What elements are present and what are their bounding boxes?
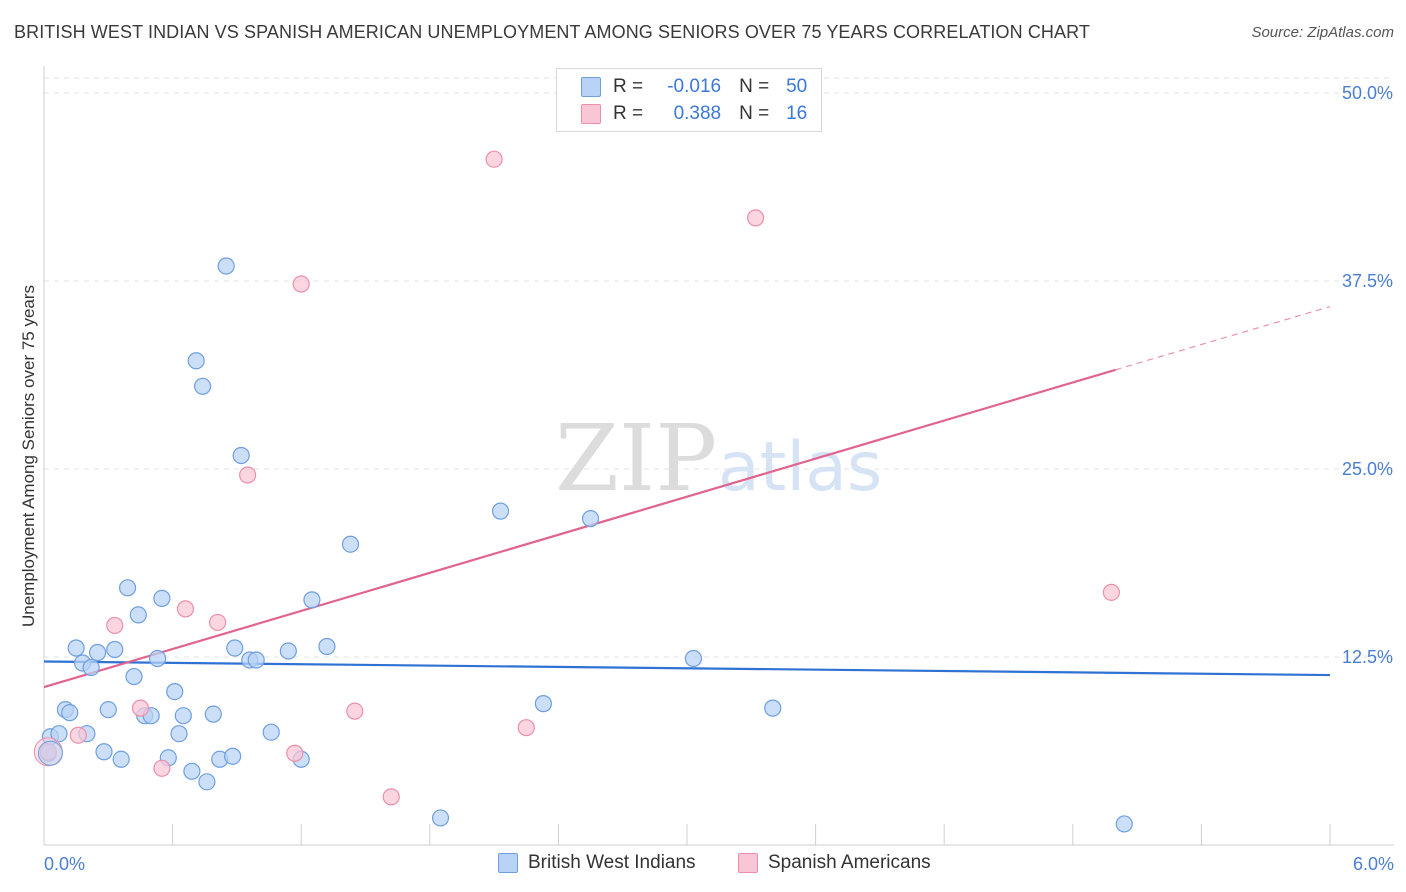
point-british-west-indians [153,589,171,607]
point-british-west-indians [581,510,600,528]
x-tick-label-max: 6.0% [1353,854,1394,874]
series-swatch-pink [738,853,758,873]
point-spanish-americans [209,613,227,632]
point-british-west-indians [95,743,113,761]
legend-r-value: 0.388 [673,103,722,124]
point-british-west-indians [204,705,222,723]
point-british-west-indians [166,682,184,701]
axes [43,66,1394,846]
point-spanish-americans [1102,583,1120,601]
point-british-west-indians [279,642,297,660]
point-british-west-indians [88,643,107,662]
point-british-west-indians [61,704,79,722]
stats-legend: R = -0.016 N = 50 R = 0.388 N = 16 [556,68,822,132]
point-spanish-americans [153,759,171,777]
point-british-west-indians [1115,815,1133,833]
point-british-west-indians [82,658,100,677]
legend-row-british-west-indians: R = -0.016 N = 50 [581,75,807,99]
y-tick-labels: 12.5% 25.0% 37.5% 50.0% [1342,83,1393,667]
point-british-west-indians [106,640,124,659]
point-british-west-indians [50,725,68,743]
point-british-west-indians [112,750,130,768]
point-british-west-indians [247,651,265,669]
point-spanish-americans [382,788,400,806]
point-british-west-indians [118,579,137,597]
watermark-zip: ZIP [555,405,717,512]
point-spanish-americans [131,699,150,717]
series-legend-british-west-indians: British West Indians [498,852,696,874]
point-british-west-indians [491,502,510,520]
legend-n-label: N = [739,76,770,97]
series-legend: British West Indians Spanish Americans [0,852,1406,878]
series-legend-label: Spanish Americans [768,852,931,873]
point-british-west-indians [684,649,703,668]
point-british-west-indians [318,637,336,656]
point-spanish-americans [286,744,304,762]
point-british-west-indians [232,446,250,465]
point-british-west-indians [67,639,85,657]
y-tick-label: 50.0% [1342,83,1393,103]
point-british-west-indians [194,377,212,395]
point-british-west-indians [187,352,205,370]
point-spanish-americans [485,150,503,168]
point-spanish-americans [239,466,257,484]
point-british-west-indians [198,773,216,791]
point-british-west-indians [125,667,143,686]
point-british-west-indians [217,257,235,275]
legend-n-value: 16 [786,103,808,124]
x-tick-label-min: 0.0% [44,854,85,874]
legend-r-label: R = [613,76,644,97]
point-british-west-indians [534,695,552,713]
legend-r-value: -0.016 [667,76,722,97]
trend-lines [43,306,1331,689]
y-axis-label: Unemployment Among Seniors over 75 years [19,285,38,627]
legend-n-value: 50 [786,76,808,97]
watermark-atlas: atlas [718,428,882,507]
legend-n-label: N = [739,103,770,124]
point-british-west-indians [303,591,321,609]
point-spanish-americans [517,719,535,737]
point-british-west-indians [174,707,192,725]
trend-line-extension [1115,306,1331,371]
point-british-west-indians [224,747,242,765]
point-spanish-americans [69,726,87,744]
point-british-west-indians [129,606,147,624]
point-spanish-americans [176,600,195,618]
point-spanish-americans [346,702,364,720]
y-tick-label: 12.5% [1342,647,1393,667]
point-british-west-indians-large [37,740,63,766]
watermark: ZIP atlas [555,405,882,512]
series-legend-label: British West Indians [528,852,696,873]
point-british-west-indians [431,809,450,827]
y-tick-label: 25.0% [1342,459,1393,479]
point-british-west-indians [183,762,201,780]
trend-line-spanish-americans [43,368,1116,689]
point-spanish-americans [292,275,310,293]
legend-swatch-pink [581,104,601,124]
data-points [33,150,1133,833]
point-british-west-indians [764,699,782,717]
legend-swatch-blue [581,77,601,97]
y-tick-label: 37.5% [1342,271,1393,291]
series-swatch-blue [498,853,518,873]
point-spanish-americans [746,209,765,227]
source-label: Source: ZipAtlas.com [1251,24,1394,41]
point-british-west-indians [262,723,280,741]
point-british-west-indians [148,649,167,668]
point-spanish-americans [106,616,124,635]
point-british-west-indians [170,725,188,743]
x-ticks [43,824,1331,845]
legend-r-label: R = [613,103,644,124]
legend-row-spanish-americans: R = 0.388 N = 16 [581,102,807,126]
chart-title: BRITISH WEST INDIAN VS SPANISH AMERICAN … [14,22,1091,42]
series-legend-spanish-americans: Spanish Americans [738,852,931,874]
grid-lines [44,77,1394,658]
point-british-west-indians [341,535,360,553]
point-british-west-indians [226,639,244,657]
point-british-west-indians [99,701,117,719]
